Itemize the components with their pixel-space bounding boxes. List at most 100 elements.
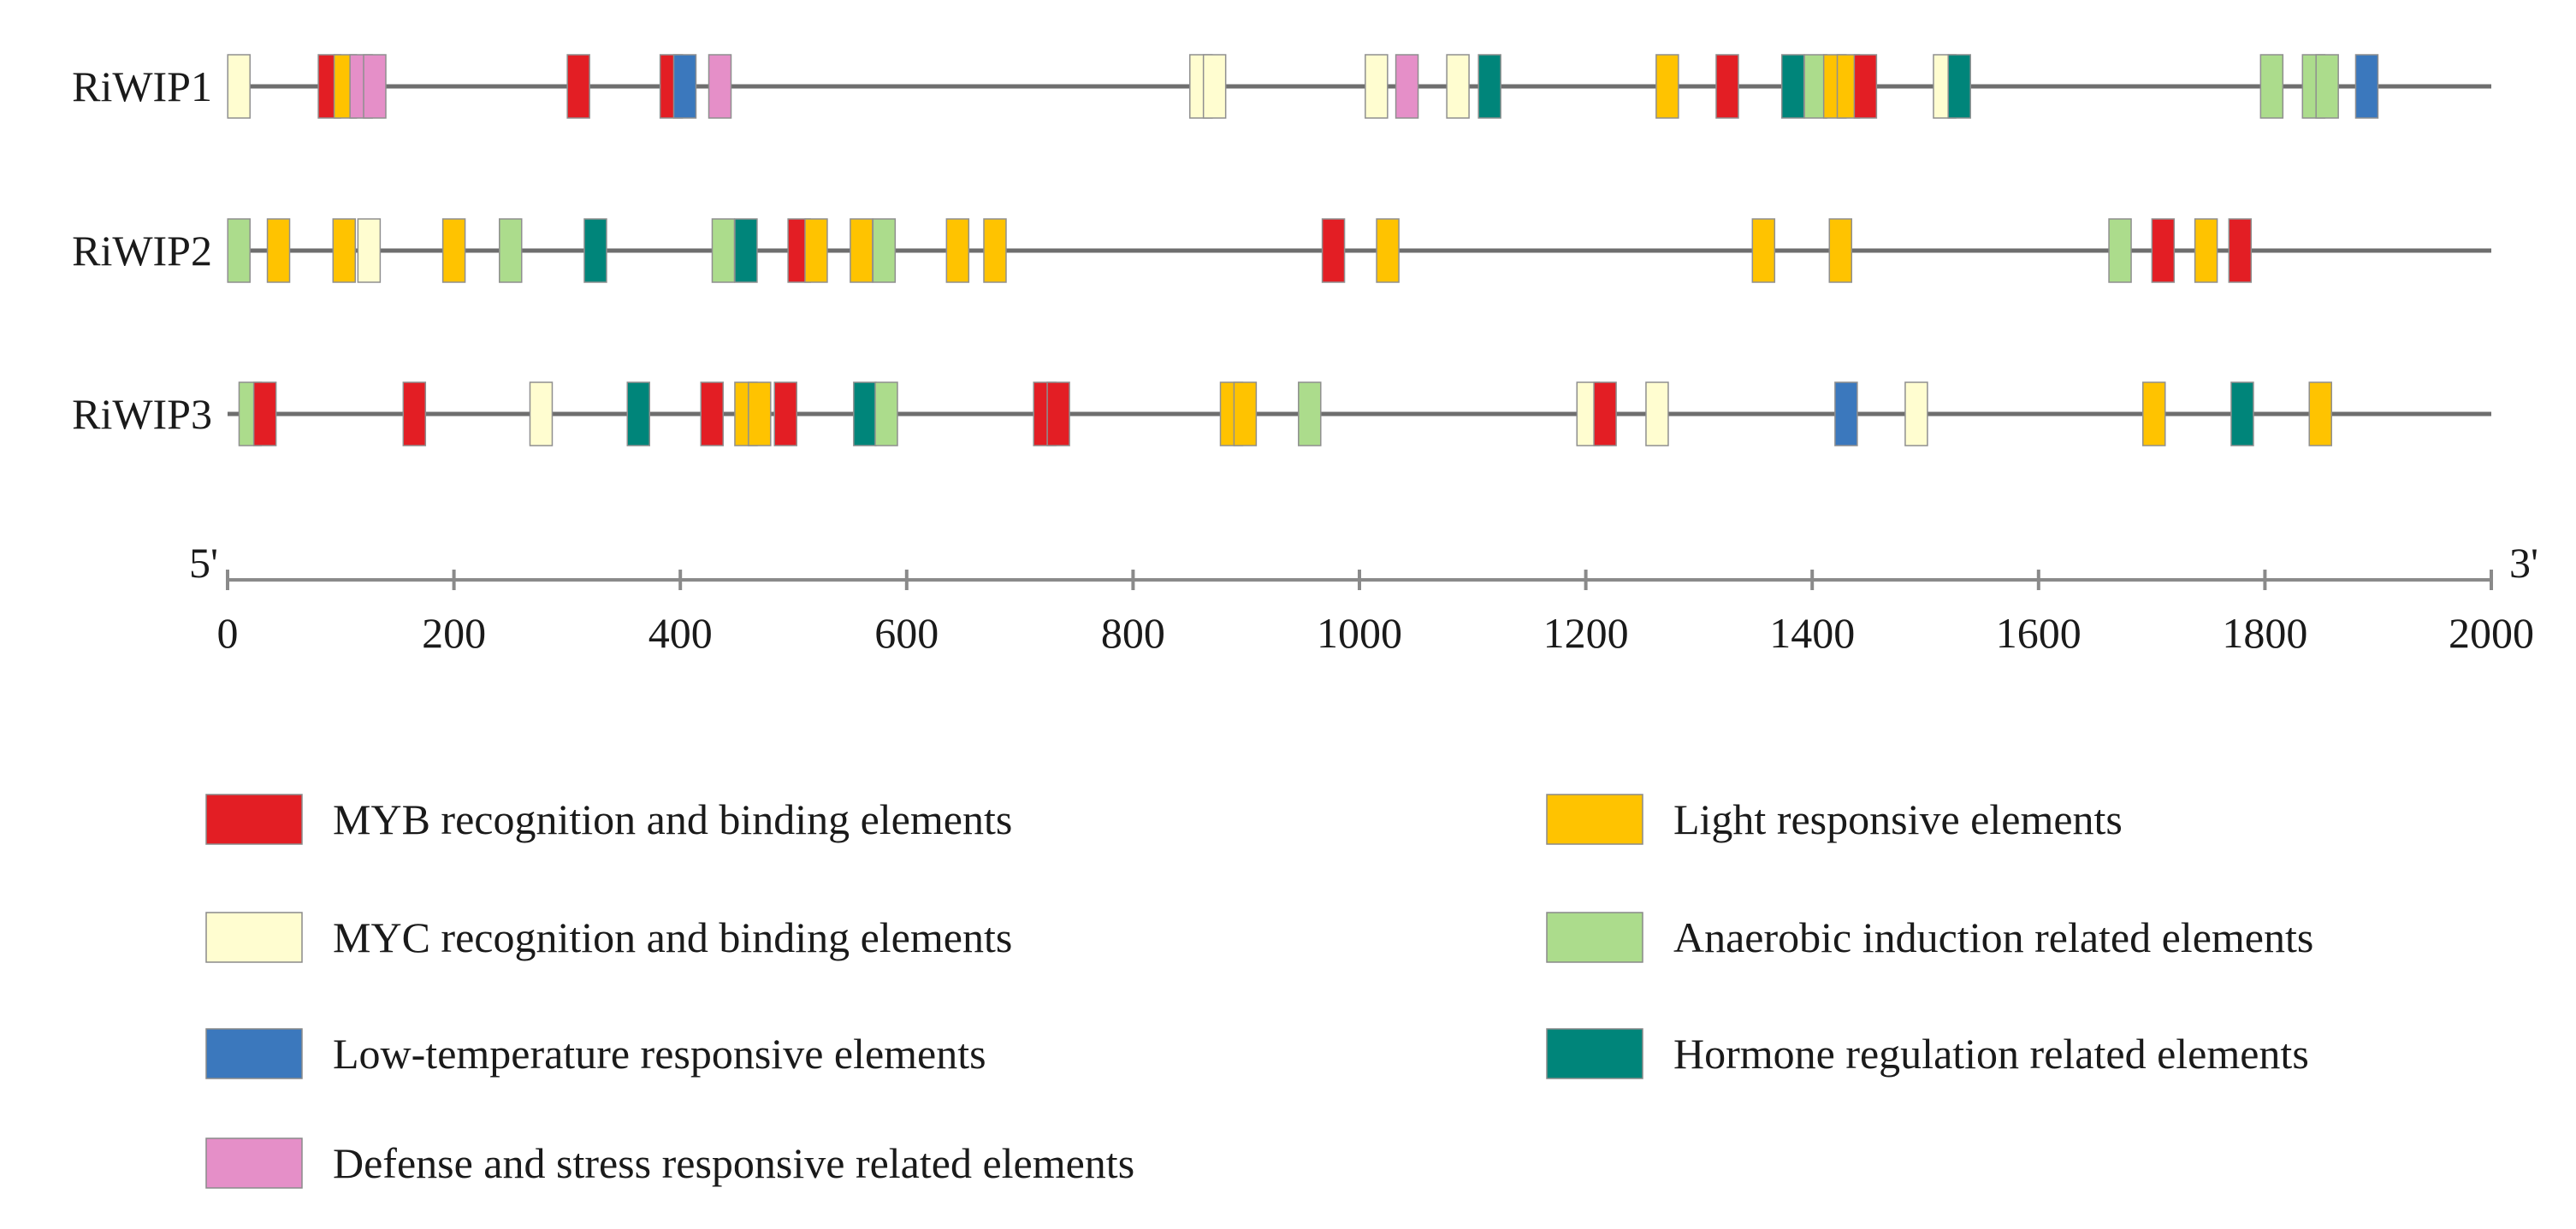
element-myb: [1321, 218, 1346, 283]
element-myc: [1365, 54, 1389, 119]
gene-label: RiWIP3: [72, 390, 212, 438]
tick-label: 1000: [1317, 609, 1402, 657]
element-light: [332, 218, 357, 283]
element-ana: [711, 218, 736, 283]
gene-track-riwip1: RiWIP1: [72, 54, 2491, 119]
five-prime-label: 5': [189, 539, 218, 587]
element-myc: [1645, 381, 1669, 446]
tick-label: 2000: [2449, 609, 2534, 657]
element-light: [1751, 218, 1776, 283]
tick-label: 1200: [1543, 609, 1629, 657]
element-hor: [1947, 54, 1971, 119]
element-ltr: [2354, 54, 2379, 119]
element-hor: [2230, 381, 2254, 446]
legend-label: Anaerobic induction related elements: [1673, 913, 2313, 961]
element-def: [1395, 54, 1419, 119]
tick-label: 400: [648, 609, 713, 657]
gene-tracks: RiWIP1 RiWIP2 RiWIP3: [72, 54, 2491, 446]
element-myb: [402, 381, 427, 446]
legend-item-myc: MYC recognition and binding elements: [205, 912, 1012, 963]
element-ana: [2108, 218, 2132, 283]
element-myb: [1593, 381, 1617, 446]
legend-swatch: [205, 794, 303, 845]
element-ana: [227, 218, 251, 283]
legend-item-ana: Anaerobic induction related elements: [1546, 912, 2313, 963]
element-hor: [1780, 54, 1805, 119]
x-axis: 0 200 400 600 800 1000 1200 1400 1600 1800 2000 5' 3…: [189, 539, 2538, 657]
tick-label: 1600: [1996, 609, 2082, 657]
tick-label: 1800: [2222, 609, 2307, 657]
element-myb: [1046, 381, 1070, 446]
gene-label: RiWIP1: [72, 62, 212, 110]
legend-item-def: Defense and stress responsive related el…: [205, 1137, 1134, 1189]
element-light: [945, 218, 970, 283]
element-ana: [2259, 54, 2284, 119]
element-ltr: [1834, 381, 1858, 446]
legend-swatch: [205, 912, 303, 963]
legend-swatch: [1546, 1028, 1643, 1079]
element-ana: [2315, 54, 2339, 119]
element-def: [708, 54, 732, 119]
tick-label: 600: [874, 609, 939, 657]
element-light: [441, 218, 466, 283]
legend-label: MYB recognition and binding elements: [333, 795, 1012, 843]
element-ana: [1298, 381, 1322, 446]
legend-label: MYC recognition and binding elements: [333, 913, 1012, 961]
legend-swatch: [205, 1028, 303, 1079]
element-myb: [2228, 218, 2253, 283]
gene-label: RiWIP2: [72, 227, 212, 275]
legend-item-ltr: Low-temperature responsive elements: [205, 1028, 986, 1079]
element-light: [1655, 54, 1679, 119]
element-light: [1828, 218, 1853, 283]
tick-label: 800: [1101, 609, 1165, 657]
element-myb: [252, 381, 277, 446]
element-ana: [499, 218, 523, 283]
element-hor: [626, 381, 650, 446]
element-light: [850, 218, 873, 283]
tick-label: 0: [217, 609, 239, 657]
element-light: [266, 218, 291, 283]
legend-swatch: [1546, 912, 1643, 963]
element-hor: [734, 218, 758, 283]
element-light: [2308, 381, 2332, 446]
element-myc: [357, 218, 382, 283]
legend-item-hor: Hormone regulation related elements: [1546, 1028, 2309, 1079]
element-myc: [1202, 54, 1227, 119]
legend-label: Hormone regulation related elements: [1673, 1030, 2309, 1078]
legend-label: Low-temperature responsive elements: [333, 1030, 986, 1078]
element-myb: [1715, 54, 1739, 119]
legend-swatch: [205, 1137, 303, 1189]
gene-track-riwip2: RiWIP2: [72, 218, 2491, 283]
legend-label: Light responsive elements: [1673, 795, 2123, 843]
element-light: [748, 381, 772, 446]
element-myc: [529, 381, 554, 446]
legend-swatch: [1546, 794, 1643, 845]
element-hor: [583, 218, 607, 283]
element-light: [2194, 218, 2218, 283]
element-def: [363, 54, 387, 119]
element-hor: [853, 381, 877, 446]
element-myc: [1446, 54, 1470, 119]
element-ana: [872, 218, 897, 283]
element-myc: [1904, 381, 1928, 446]
tick-label: 1400: [1769, 609, 1855, 657]
gene-track-riwip3: RiWIP3: [72, 381, 2491, 446]
three-prime-label: 3': [2509, 539, 2538, 587]
element-myb: [566, 54, 590, 119]
element-light: [1376, 218, 1400, 283]
element-light: [2141, 381, 2166, 446]
element-light: [1233, 381, 1258, 446]
legend: MYB recognition and binding elements MYC …: [205, 794, 2313, 1189]
legend-item-myb: MYB recognition and binding elements: [205, 794, 1012, 845]
element-ltr: [672, 54, 697, 119]
element-ana: [874, 381, 898, 446]
element-myb: [1853, 54, 1878, 119]
element-myb: [700, 381, 724, 446]
element-myc: [227, 54, 251, 119]
tick-label: 200: [422, 609, 486, 657]
element-myb: [773, 381, 797, 446]
element-light: [804, 218, 828, 283]
legend-label: Defense and stress responsive related el…: [333, 1139, 1134, 1187]
element-light: [983, 218, 1007, 283]
